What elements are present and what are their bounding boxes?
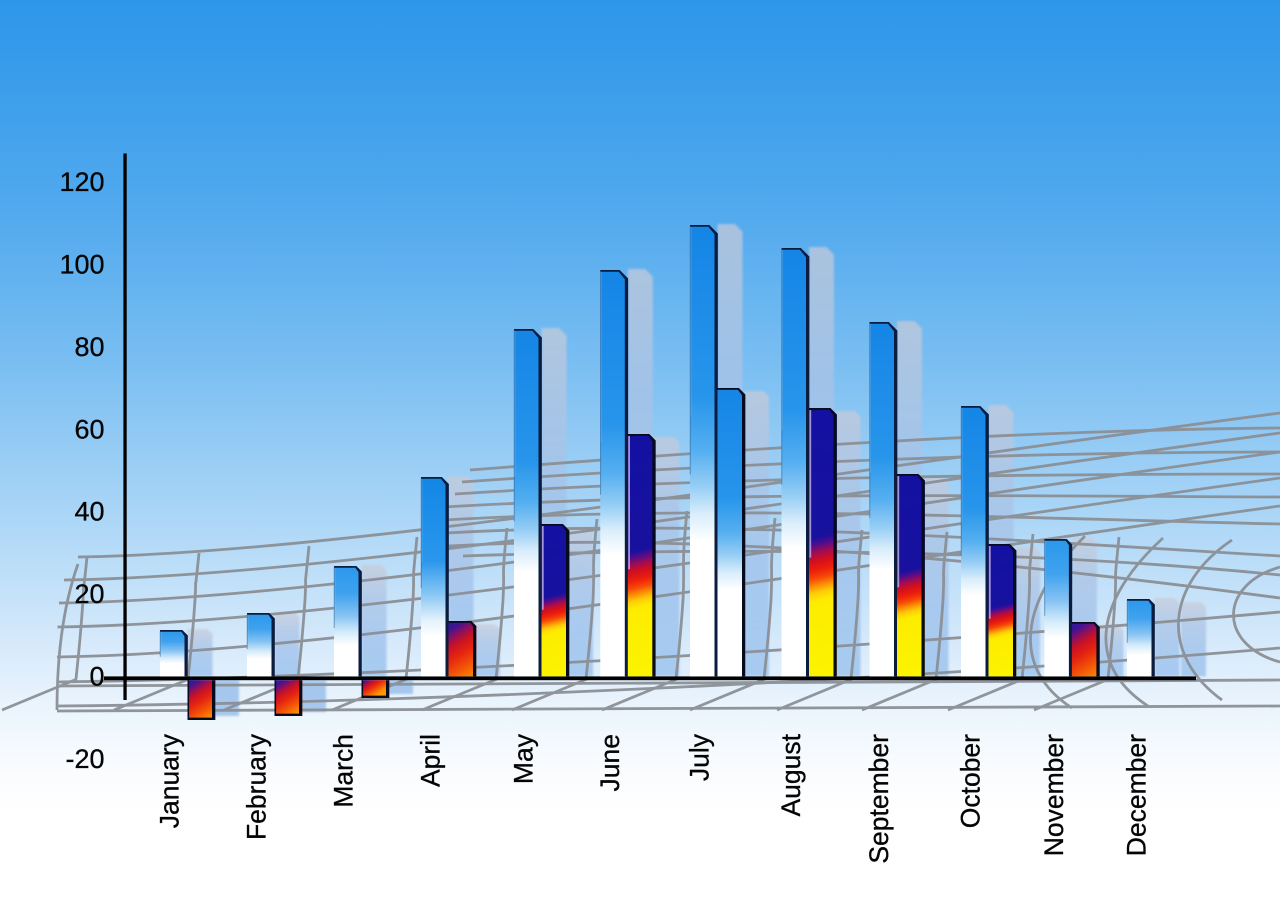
svg-text:June: June: [595, 734, 625, 791]
svg-text:May: May: [509, 733, 539, 784]
svg-text:September: September: [864, 734, 894, 864]
svg-text:20: 20: [74, 579, 104, 609]
svg-text:November: November: [1039, 734, 1069, 856]
svg-text:April: April: [416, 734, 446, 787]
svg-text:120: 120: [59, 167, 104, 197]
svg-text:-20: -20: [65, 744, 104, 774]
svg-text:40: 40: [74, 497, 104, 527]
svg-text:0: 0: [89, 662, 104, 692]
svg-text:July: July: [685, 733, 715, 781]
svg-text:December: December: [1122, 734, 1152, 856]
svg-text:100: 100: [59, 250, 104, 280]
svg-text:January: January: [155, 733, 185, 828]
svg-text:March: March: [329, 734, 359, 808]
svg-text:October: October: [956, 734, 986, 828]
svg-text:80: 80: [74, 332, 104, 362]
svg-text:60: 60: [74, 414, 104, 444]
svg-text:February: February: [242, 733, 272, 840]
svg-text:August: August: [776, 733, 806, 816]
